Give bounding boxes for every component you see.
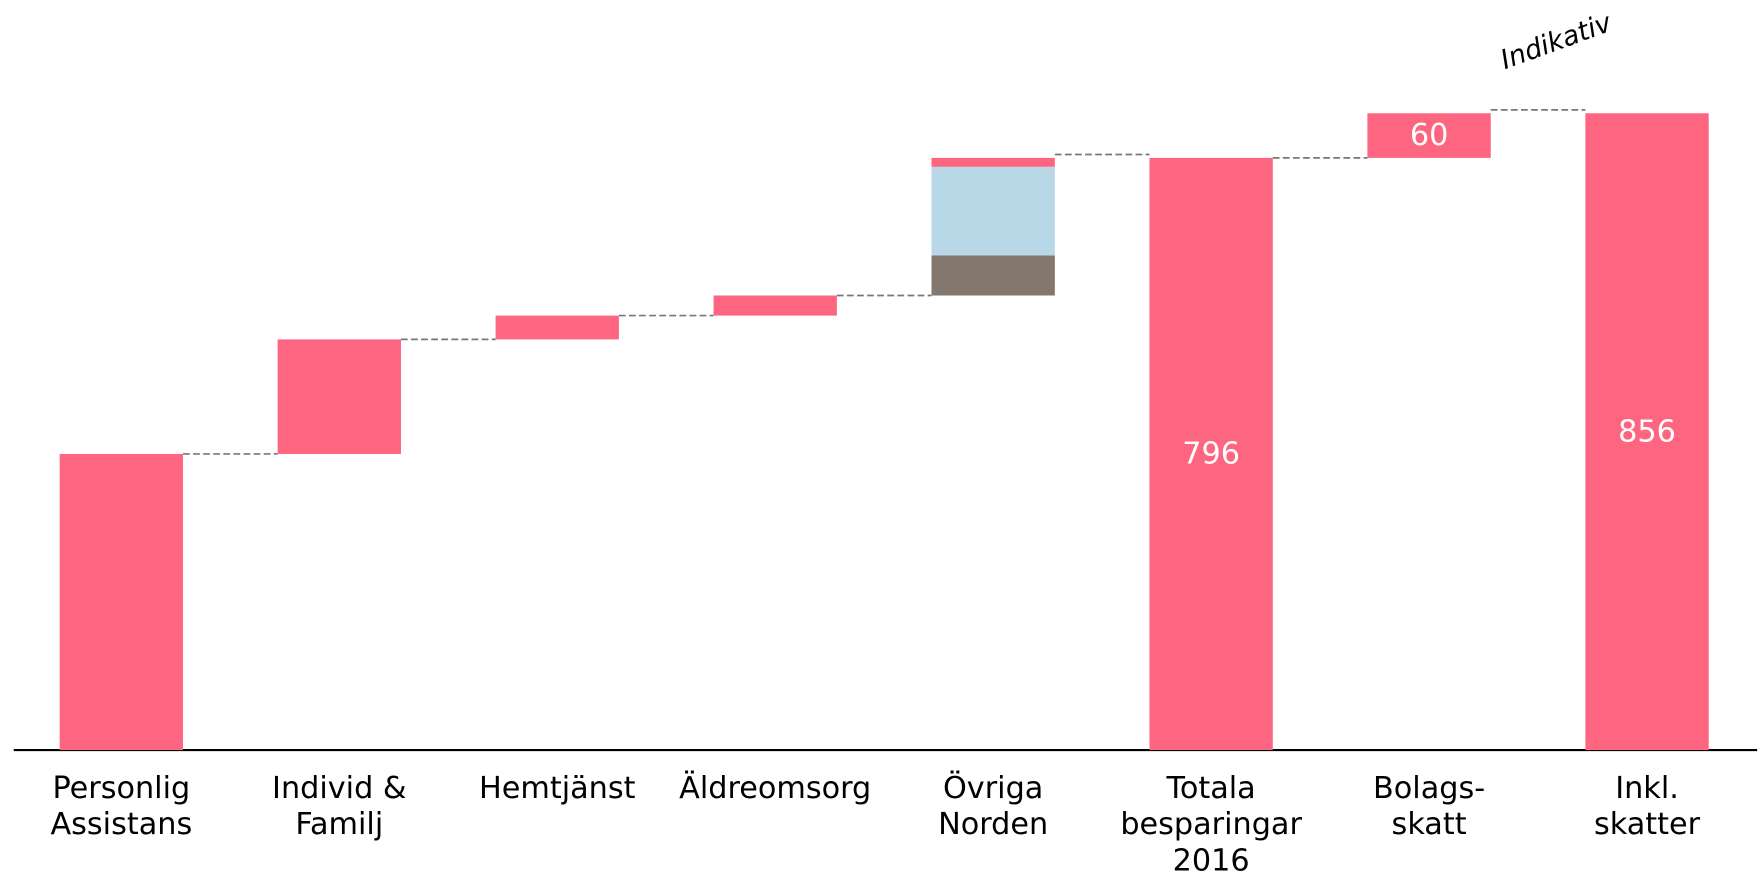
bar-segment xyxy=(931,166,1055,256)
x-tick-label: Assistans xyxy=(50,807,192,842)
bar-segment xyxy=(59,453,184,751)
bar-segment xyxy=(1149,157,1273,751)
x-tick-label: Bolags- xyxy=(1373,771,1485,806)
value-label: 856 xyxy=(1618,414,1676,449)
x-tick-label: Äldreomsorg xyxy=(679,770,871,806)
x-tick-label: Inkl. xyxy=(1615,771,1679,806)
x-tick-label: Familj xyxy=(295,807,383,842)
x-tick-label: skatter xyxy=(1594,807,1701,842)
value-label: 60 xyxy=(1410,118,1449,153)
annotation: Indikativ xyxy=(1497,7,1617,76)
x-tick-label: Norden xyxy=(938,807,1048,842)
x-tick-label: besparingar xyxy=(1120,807,1302,842)
bar-segment xyxy=(931,255,1055,296)
bar-segment xyxy=(713,295,837,316)
bar-segment xyxy=(277,339,401,454)
x-tick-label: Övriga xyxy=(943,769,1043,806)
x-tick-label: Totala xyxy=(1166,771,1256,806)
bar-segment xyxy=(495,315,619,340)
x-tick-label: Personlig xyxy=(52,771,190,806)
x-tick-label: Individ & xyxy=(272,771,406,806)
x-tick-label: 2016 xyxy=(1173,844,1250,879)
bar-segment xyxy=(1367,113,1491,158)
value-label: 796 xyxy=(1182,437,1240,472)
bar-segment xyxy=(1585,113,1709,751)
x-tick-label: Hemtjänst xyxy=(479,771,636,806)
x-tick-label: skatt xyxy=(1392,807,1467,842)
bar-segment xyxy=(931,157,1055,167)
